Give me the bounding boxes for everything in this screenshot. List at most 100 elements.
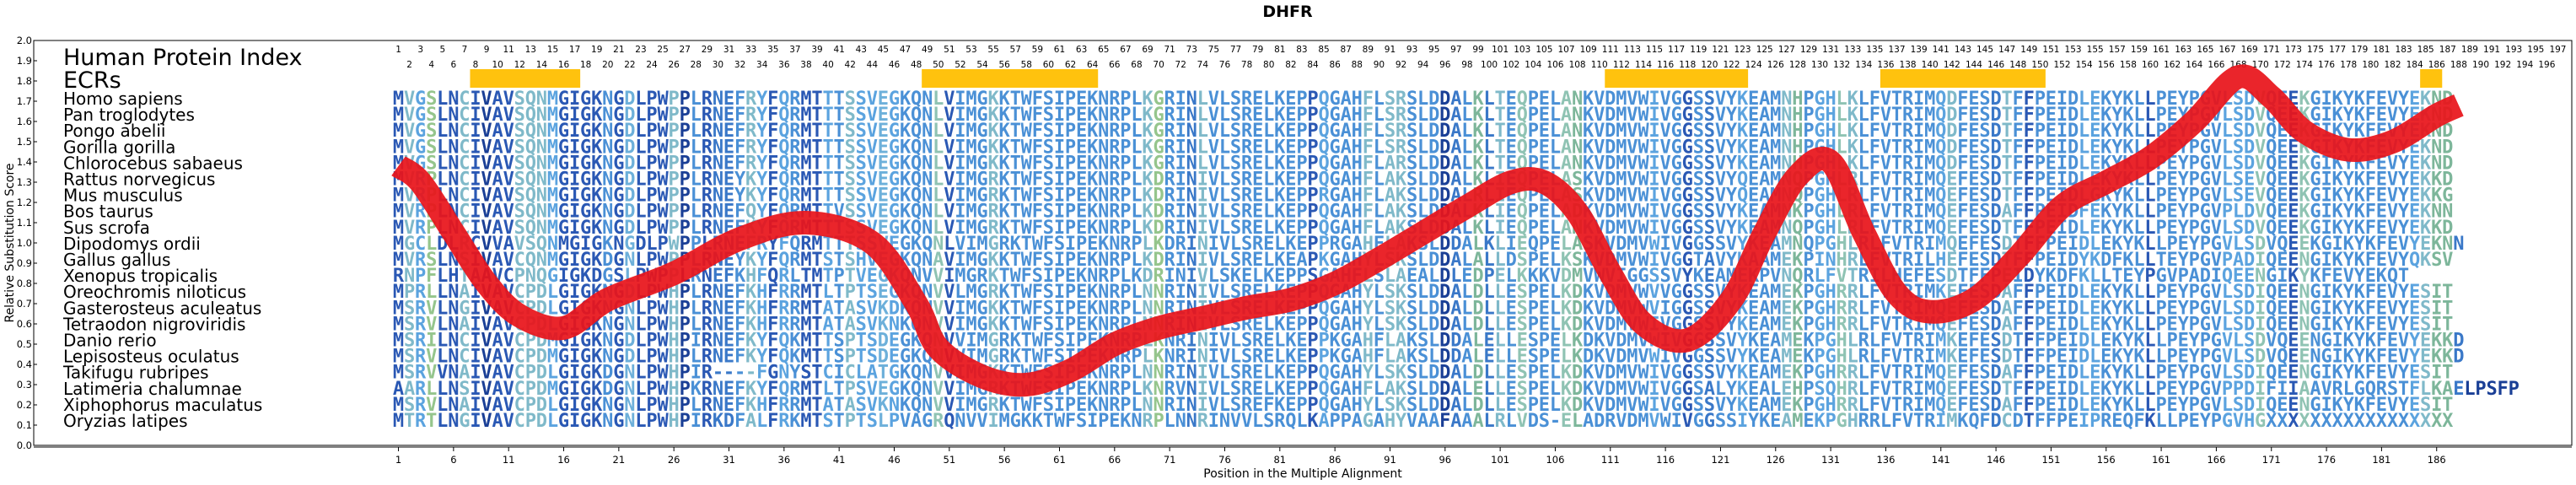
residue-20-9: V — [481, 411, 492, 432]
residue-1-36: Q — [778, 105, 789, 126]
residue-0-78: R — [1241, 89, 1253, 110]
human-index-6: 6 — [451, 60, 457, 70]
residue-0-132: L — [1837, 89, 1847, 110]
residue-1-3: G — [415, 105, 426, 126]
residue-0-160: L — [2144, 89, 2155, 110]
residue-20-24: P — [646, 411, 657, 432]
residue-2-13: Q — [525, 121, 536, 142]
residue-2-35: F — [767, 121, 778, 142]
human-index-5: 5 — [439, 45, 445, 55]
human-index-101: 101 — [1492, 45, 1508, 55]
human-index-121: 121 — [1712, 45, 1729, 55]
residue-0-34: Y — [756, 89, 768, 110]
residue-20-19: K — [591, 411, 603, 432]
residue-2-19: K — [591, 121, 603, 142]
residue-0-52: I — [955, 89, 965, 110]
residue-0-42: S — [845, 89, 856, 110]
residue-20-48: A — [911, 411, 922, 432]
residue-2-47: K — [900, 121, 912, 142]
residue-20-90: A — [1374, 411, 1385, 432]
residue-0-176: I — [2321, 89, 2331, 110]
residue-1-60: S — [1043, 105, 1054, 126]
residue-0-8: I — [470, 89, 481, 110]
residue-0-45: E — [878, 89, 889, 110]
residue-20-171: X — [2266, 411, 2277, 432]
residue-0-21: G — [613, 89, 624, 110]
residue-20-78: V — [1241, 411, 1252, 432]
residue-2-127: N — [1781, 121, 1792, 142]
residue-18-189: L — [2464, 379, 2475, 400]
residue-20-29: R — [702, 411, 713, 432]
y-tick-0.5: 0.5 — [17, 338, 32, 350]
x-tick-26: 26 — [668, 454, 680, 466]
residue-20-108: L — [1572, 411, 1583, 432]
human-index-16: 16 — [558, 60, 570, 70]
human-index-81: 81 — [1274, 45, 1285, 55]
residue-2-61: I — [1054, 121, 1065, 142]
residue-2-129: P — [1803, 121, 1814, 142]
human-index-103: 103 — [1514, 45, 1530, 55]
residue-20-145: F — [1979, 411, 1990, 432]
residue-20-119: G — [1693, 411, 1704, 432]
residue-1-115: I — [1648, 105, 1659, 126]
residue-2-66: R — [1109, 121, 1121, 142]
residue-1-106: L — [1550, 105, 1561, 126]
residue-0-127: N — [1781, 89, 1792, 110]
residue-1-132: L — [1837, 105, 1847, 126]
residue-2-75: V — [1208, 121, 1219, 142]
residue-20-118: V — [1682, 411, 1693, 432]
human-index-39: 39 — [811, 45, 822, 55]
human-index-79: 79 — [1252, 45, 1263, 55]
residue-20-116: W — [1659, 411, 1671, 432]
residue-0-131: H — [1825, 89, 1836, 110]
residue-20-84: K — [1307, 411, 1319, 432]
residue-1-129: P — [1803, 105, 1814, 126]
residue-1-51: V — [944, 105, 955, 126]
residue-2-124: E — [1748, 121, 1759, 142]
residue-1-136: V — [1880, 105, 1891, 126]
residue-0-48: Q — [911, 89, 922, 110]
human-index-9: 9 — [484, 45, 490, 55]
residue-2-78: R — [1241, 121, 1253, 142]
residue-2-30: N — [713, 121, 723, 142]
residue-0-56: K — [999, 89, 1011, 110]
human-index-82: 82 — [1285, 60, 1296, 70]
residue-1-131: H — [1825, 105, 1836, 126]
human-index-64: 64 — [1087, 60, 1099, 70]
residue-1-19: K — [591, 105, 603, 126]
x-tick-6: 6 — [450, 454, 456, 466]
residue-1-103: Q — [1517, 105, 1528, 126]
residue-2-131: H — [1825, 121, 1836, 142]
x-tick-21: 21 — [613, 454, 626, 466]
residue-2-49: N — [922, 121, 933, 142]
residue-18-188: E — [2453, 379, 2464, 400]
residue-2-51: V — [944, 121, 955, 142]
human-index-135: 135 — [1866, 45, 1883, 55]
residue-2-40: T — [822, 121, 833, 142]
residue-0-32: F — [734, 89, 745, 110]
human-index-128: 128 — [1789, 60, 1806, 70]
human-index-54: 54 — [976, 60, 988, 70]
human-index-111: 111 — [1602, 45, 1619, 55]
residue-0-163: Y — [2178, 89, 2190, 110]
residue-1-114: W — [1638, 105, 1649, 126]
residue-0-156: K — [2100, 89, 2112, 110]
residue-0-101: T — [1495, 89, 1506, 110]
residue-0-108: N — [1572, 89, 1583, 110]
residue-0-57: T — [1010, 89, 1021, 110]
ecr-bar-3 — [1605, 69, 1749, 88]
x-tick-41: 41 — [833, 454, 846, 466]
human-index-114: 114 — [1635, 60, 1652, 70]
residue-0-66: R — [1109, 89, 1121, 110]
residue-2-145: S — [1979, 121, 1990, 142]
human-index-80: 80 — [1263, 60, 1274, 70]
residue-20-143: K — [1957, 411, 1969, 432]
residue-1-78: R — [1241, 105, 1253, 126]
residue-20-114: M — [1638, 411, 1648, 432]
residue-0-120: S — [1704, 89, 1715, 110]
residue-1-117: G — [1671, 105, 1682, 126]
residue-20-146: D — [1990, 411, 2001, 432]
residue-1-169: D — [2244, 105, 2255, 126]
